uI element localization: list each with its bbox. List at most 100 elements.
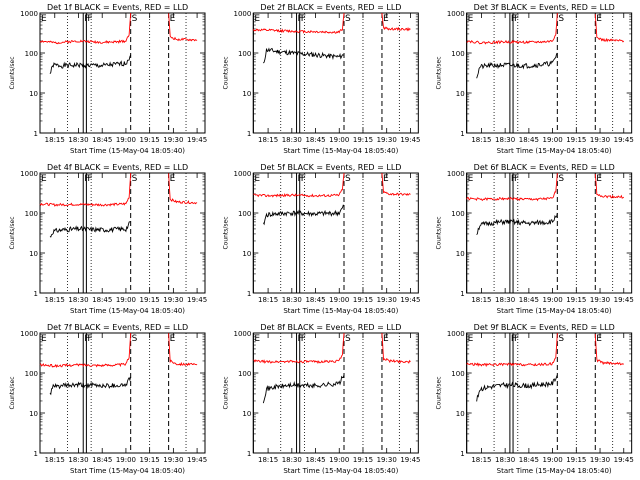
x-tick-label: 19:45 — [614, 456, 634, 464]
chart-title: Det 3f BLACK = Events, RED = LLD — [474, 3, 615, 12]
y-tick-label: 1 — [247, 130, 251, 138]
chart-title: Det 5f BLACK = Events, RED = LLD — [260, 163, 401, 172]
x-tick-label: 18:15 — [45, 296, 65, 304]
x-tick-label: 18:15 — [471, 136, 491, 144]
y-tick-label: 100 — [238, 370, 251, 378]
x-axis-label: Start Time (15-May-04 18:05:40) — [283, 147, 398, 155]
y-tick-label: 100 — [25, 210, 38, 218]
x-axis-label: Start Time (15-May-04 18:05:40) — [283, 467, 398, 475]
x-tick-label: 19:30 — [163, 136, 183, 144]
x-tick-label: 19:15 — [140, 136, 160, 144]
y-tick-label: 10 — [242, 410, 251, 418]
chart-title: Det 2f BLACK = Events, RED = LLD — [260, 3, 401, 12]
x-tick-label: 19:45 — [614, 296, 634, 304]
x-tick-label: 18:45 — [519, 136, 539, 144]
y-axis-label: Counts/sec — [222, 216, 229, 249]
chart-panel: Det 1f BLACK = Events, RED = LLD Counts/s… — [9, 3, 207, 155]
event-marker-label: S — [558, 174, 564, 184]
chart-panel: Det 6f BLACK = Events, RED = LLD Counts/s… — [436, 163, 634, 315]
chart-panel: Det 4f BLACK = Events, RED = LLD Counts/s… — [9, 163, 207, 315]
plot-frame — [466, 12, 633, 134]
event-marker-label: F — [87, 334, 92, 344]
series-line-lld — [594, 173, 625, 199]
x-tick-label: 18:45 — [92, 456, 112, 464]
series-line-events — [262, 204, 345, 226]
y-tick-label: 1000 — [447, 10, 465, 18]
series-line-lld — [253, 332, 345, 364]
chart-panel: Det 5f BLACK = Events, RED = LLD Counts/s… — [222, 163, 420, 315]
chart-panel: Det 7f BLACK = Events, RED = LLD Counts/s… — [9, 323, 207, 475]
x-tick-label: 19:30 — [590, 456, 610, 464]
chart-title: Det 6f BLACK = Events, RED = LLD — [474, 163, 615, 172]
x-tick-label: 19:15 — [566, 296, 586, 304]
x-tick-label: 18:45 — [305, 136, 325, 144]
y-tick-label: 1 — [247, 290, 251, 298]
event-marker-label: F — [87, 14, 92, 24]
x-tick-label: 19:45 — [400, 296, 420, 304]
plot-frame — [252, 172, 419, 294]
x-tick-label: 19:15 — [353, 136, 373, 144]
chart-panel: Det 3f BLACK = Events, RED = LLD Counts/s… — [436, 3, 634, 155]
plot-frame — [466, 172, 633, 294]
x-tick-label: 18:30 — [68, 296, 88, 304]
plot-frame — [39, 12, 206, 134]
event-marker-label: F — [301, 334, 306, 344]
x-tick-label: 19:00 — [116, 296, 136, 304]
series-line-events — [476, 374, 558, 402]
x-tick-label: 18:30 — [495, 456, 515, 464]
y-tick-label: 1 — [34, 450, 38, 458]
y-tick-label: 10 — [456, 90, 465, 98]
x-tick-label: 18:15 — [258, 296, 278, 304]
y-tick-label: 10 — [456, 250, 465, 258]
y-tick-label: 10 — [29, 410, 38, 418]
event-marker-label: E — [41, 14, 47, 24]
x-tick-label: 19:30 — [377, 296, 397, 304]
y-tick-label: 100 — [451, 210, 464, 218]
x-tick-label: 19:45 — [614, 136, 634, 144]
x-tick-label: 18:15 — [471, 296, 491, 304]
x-tick-label: 18:45 — [305, 296, 325, 304]
x-tick-label: 18:15 — [45, 456, 65, 464]
x-tick-label: 19:45 — [187, 296, 207, 304]
y-axis-label: Counts/sec — [9, 56, 16, 89]
y-tick-label: 1000 — [20, 10, 38, 18]
y-axis-label: Counts/sec — [9, 216, 16, 249]
y-tick-label: 1 — [460, 290, 464, 298]
x-tick-label: 19:00 — [116, 136, 136, 144]
event-marker-label: E — [41, 334, 47, 344]
y-tick-label: 100 — [238, 50, 251, 58]
event-marker-label: E — [596, 14, 602, 24]
x-tick-label: 19:00 — [542, 136, 562, 144]
chart-panel: Det 9f BLACK = Events, RED = LLD Counts/s… — [436, 323, 634, 475]
series-line-events — [476, 212, 558, 235]
y-tick-label: 1000 — [20, 330, 38, 338]
event-marker-label: E — [170, 14, 176, 24]
x-tick-label: 19:15 — [140, 296, 160, 304]
x-tick-label: 19:30 — [590, 136, 610, 144]
x-tick-label: 18:30 — [495, 296, 515, 304]
y-tick-label: 1 — [460, 450, 464, 458]
y-axis-label: Counts/sec — [9, 376, 16, 409]
series-line-lld — [39, 172, 132, 207]
event-marker-label: S — [558, 14, 564, 24]
event-marker-label: F — [301, 174, 306, 184]
x-tick-label: 19:30 — [377, 136, 397, 144]
y-tick-label: 1000 — [447, 170, 465, 178]
x-tick-label: 19:45 — [187, 456, 207, 464]
event-marker-label: E — [468, 14, 474, 24]
y-axis-label: Counts/sec — [222, 376, 229, 409]
series-line-lld — [168, 13, 198, 42]
event-marker-label: E — [254, 14, 260, 24]
event-marker-label: E — [468, 334, 474, 344]
y-tick-label: 1000 — [234, 10, 252, 18]
series-line-lld — [253, 172, 345, 198]
event-marker-label: E — [596, 334, 602, 344]
y-tick-label: 1000 — [234, 330, 252, 338]
series-line-events — [49, 376, 132, 396]
x-tick-label: 19:00 — [329, 296, 349, 304]
series-line-events — [262, 47, 345, 64]
event-marker-label: E — [596, 174, 602, 184]
x-tick-label: 19:30 — [590, 296, 610, 304]
y-tick-label: 1 — [460, 130, 464, 138]
x-tick-label: 19:30 — [163, 296, 183, 304]
